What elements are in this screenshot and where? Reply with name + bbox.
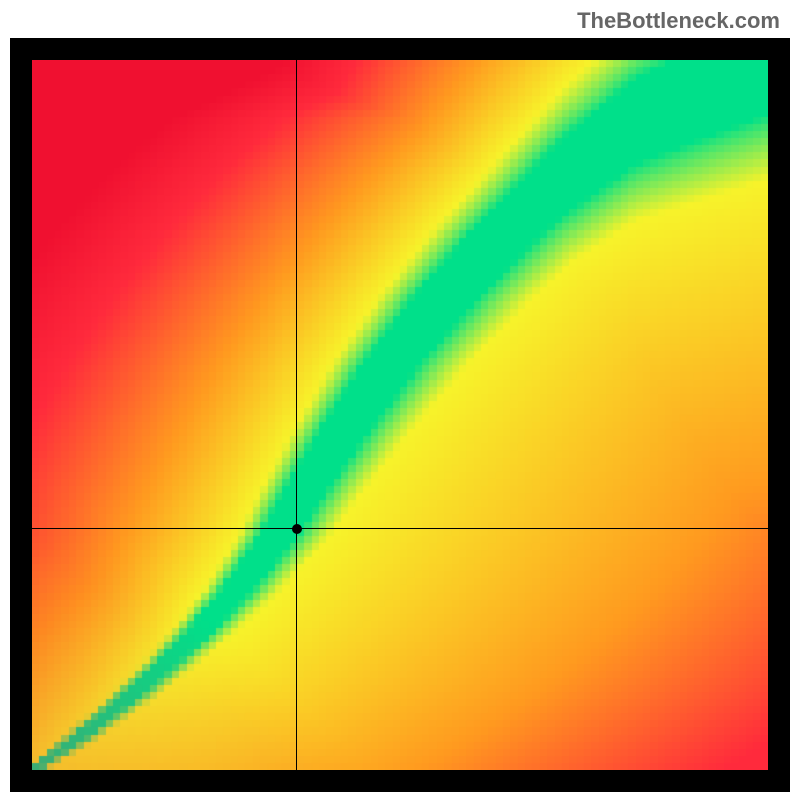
heatmap-canvas [32,60,768,770]
watermark-text: TheBottleneck.com [577,8,780,34]
crosshair-marker [292,524,302,534]
heatmap-plot-area [32,60,768,770]
crosshair-horizontal [32,528,768,529]
crosshair-vertical [296,60,297,770]
